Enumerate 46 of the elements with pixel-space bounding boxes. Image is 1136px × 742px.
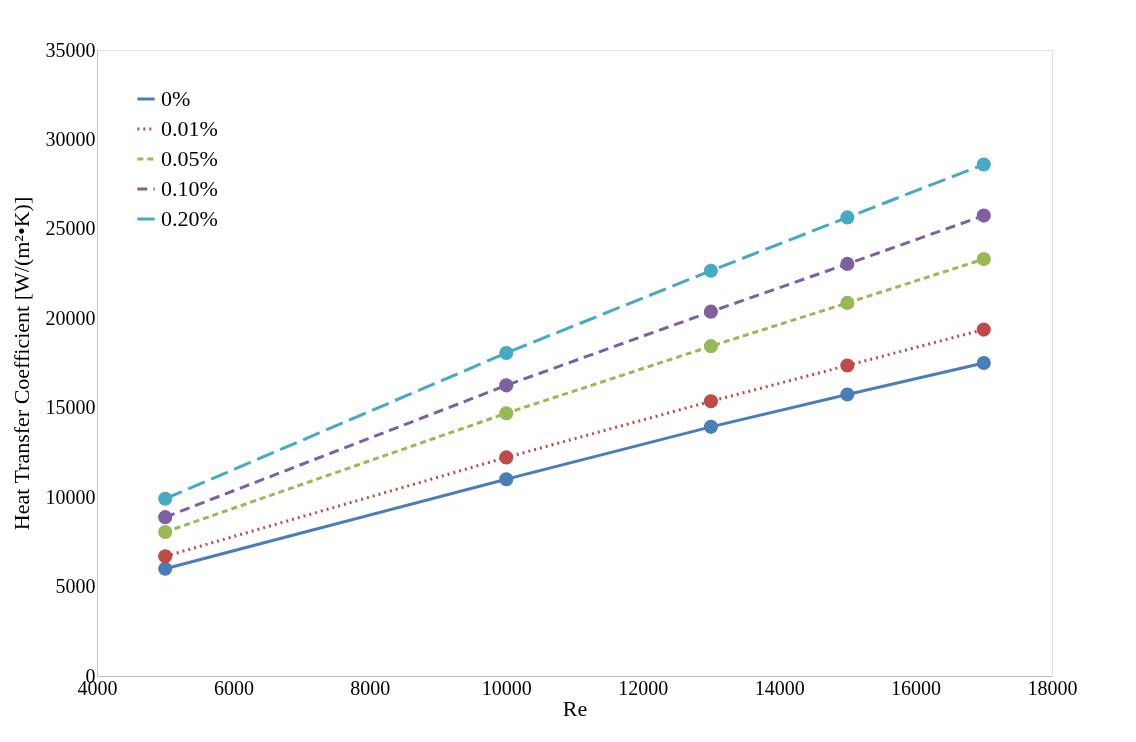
point	[840, 387, 855, 402]
point	[158, 524, 173, 540]
point	[840, 295, 855, 310]
y-tick-label: 10000	[45, 485, 96, 508]
legend-label: 0.05%	[161, 146, 218, 171]
x-tick-label: 12000	[618, 676, 669, 699]
point	[976, 322, 991, 337]
point	[703, 339, 718, 354]
point	[703, 394, 718, 409]
y-tick-label: 20000	[45, 306, 96, 329]
legend-label: 0.20%	[161, 206, 218, 231]
point	[703, 419, 718, 434]
y-tick-label: 25000	[45, 217, 96, 240]
point	[499, 378, 514, 393]
point	[703, 263, 718, 278]
point	[158, 549, 173, 564]
point	[840, 256, 855, 271]
y-tick-label: 15000	[45, 396, 96, 419]
x-tick-label: 16000	[891, 676, 942, 699]
y-axis-title: Heat Transfer Coefficient [W/(m²•K)]	[8, 196, 34, 531]
x-axis-title: Re	[562, 695, 588, 721]
y-tick-label: 30000	[45, 127, 96, 150]
x-tick-label: 18000	[1027, 676, 1078, 699]
point	[703, 304, 718, 319]
point	[499, 345, 514, 361]
point	[976, 252, 991, 267]
point	[840, 210, 855, 225]
point	[840, 358, 855, 373]
legend-label: 0.01%	[161, 116, 218, 141]
x-tick-label: 6000	[213, 676, 254, 699]
x-tick-label: 14000	[754, 676, 805, 699]
point	[976, 157, 991, 172]
point	[499, 472, 514, 487]
point	[499, 406, 514, 421]
point	[158, 510, 173, 525]
y-tick-label: 5000	[55, 575, 96, 598]
point	[976, 208, 991, 223]
legend-label: 0.10%	[161, 176, 218, 201]
y-tick-label: 35000	[45, 38, 96, 61]
point	[158, 491, 173, 506]
x-tick-label: 10000	[481, 676, 532, 699]
point	[158, 561, 173, 576]
point	[499, 450, 514, 465]
point	[976, 355, 991, 371]
x-tick-label: 8000	[350, 676, 391, 699]
legend-label: 0%	[161, 86, 191, 111]
